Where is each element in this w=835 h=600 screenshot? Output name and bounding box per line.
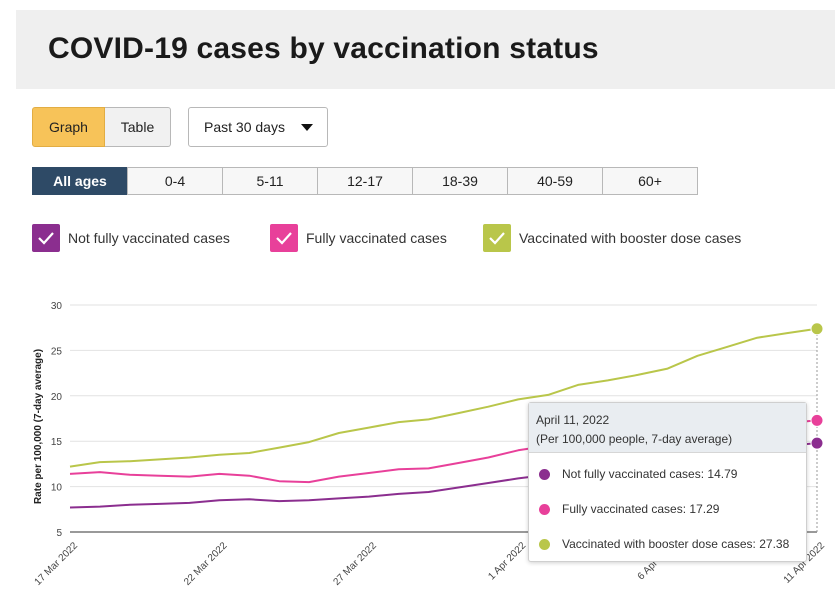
y-tick-label: 10 [51, 483, 63, 494]
period-select[interactable]: Past 30 days [188, 107, 328, 147]
tooltip-row: Fully vaccinated cases: 17.29 [539, 502, 719, 516]
x-tick-label: 27 Mar 2022 [331, 540, 379, 588]
page-title: COVID-19 cases by vaccination status [48, 32, 599, 65]
checkbox-checked-icon[interactable] [483, 224, 511, 252]
table-button[interactable]: Table [105, 107, 171, 147]
legend-item-booster[interactable]: Vaccinated with booster dose cases [483, 224, 741, 252]
tooltip-row: Not fully vaccinated cases: 14.79 [539, 467, 737, 481]
series-marker [810, 413, 824, 427]
tooltip-header: April 11, 2022 (Per 100,000 people, 7-da… [529, 403, 806, 453]
tooltip-row-label: Not fully vaccinated cases: 14.79 [562, 467, 738, 481]
legend-label: Vaccinated with booster dose cases [519, 230, 742, 246]
series-marker [810, 436, 824, 450]
caret-down-icon [301, 124, 313, 131]
chart-tooltip: April 11, 2022 (Per 100,000 people, 7-da… [528, 402, 807, 562]
age-tab-5-11[interactable]: 5-11 [222, 167, 318, 195]
age-tab-12-17[interactable]: 12-17 [317, 167, 413, 195]
tooltip-row-label: Vaccinated with booster dose cases: 27.3… [562, 537, 790, 551]
series-dot-icon [539, 503, 550, 515]
legend-item-fully-vaccinated[interactable]: Fully vaccinated cases [270, 224, 447, 252]
tooltip-row-label: Fully vaccinated cases: 17.29 [562, 502, 720, 516]
age-tabs: All ages 0-4 5-11 12-17 18-39 40-59 60+ [32, 167, 698, 195]
y-axis-label: Rate per 100,000 (7-day average) [33, 349, 44, 504]
legend-label: Not fully vaccinated cases [68, 230, 230, 246]
age-tab-0-4[interactable]: 0-4 [127, 167, 223, 195]
tooltip-subtitle: (Per 100,000 people, 7-day average) [536, 432, 733, 446]
checkbox-checked-icon[interactable] [32, 224, 60, 252]
view-toggle: Graph Table [32, 107, 171, 147]
legend-label: Fully vaccinated cases [306, 230, 447, 246]
x-tick-label: 22 Mar 2022 [182, 540, 230, 588]
checkbox-checked-icon[interactable] [270, 224, 298, 252]
y-tick-label: 20 [51, 392, 63, 403]
series-dot-icon [539, 538, 550, 550]
y-tick-label: 25 [51, 346, 63, 357]
x-tick-label: 1 Apr 2022 [486, 540, 528, 582]
series-marker [810, 322, 824, 336]
series-dot-icon [539, 468, 550, 480]
x-tick-label: 17 Mar 2022 [33, 540, 81, 588]
age-tab-40-59[interactable]: 40-59 [507, 167, 603, 195]
graph-button[interactable]: Graph [32, 107, 105, 147]
y-tick-label: 5 [56, 528, 62, 539]
tooltip-date: April 11, 2022 [536, 413, 610, 427]
age-tab-60-plus[interactable]: 60+ [602, 167, 698, 195]
period-select-value: Past 30 days [204, 119, 285, 135]
title-bar: COVID-19 cases by vaccination status [16, 10, 835, 89]
legend-item-not-fully-vaccinated[interactable]: Not fully vaccinated cases [32, 224, 230, 252]
tooltip-row: Vaccinated with booster dose cases: 27.3… [539, 537, 789, 551]
y-tick-label: 30 [51, 301, 63, 312]
age-tab-all[interactable]: All ages [32, 167, 128, 195]
age-tab-18-39[interactable]: 18-39 [412, 167, 508, 195]
y-tick-label: 15 [51, 437, 63, 448]
series-line [69, 327, 818, 468]
chart-legend: Not fully vaccinated cases Fully vaccina… [0, 224, 835, 252]
